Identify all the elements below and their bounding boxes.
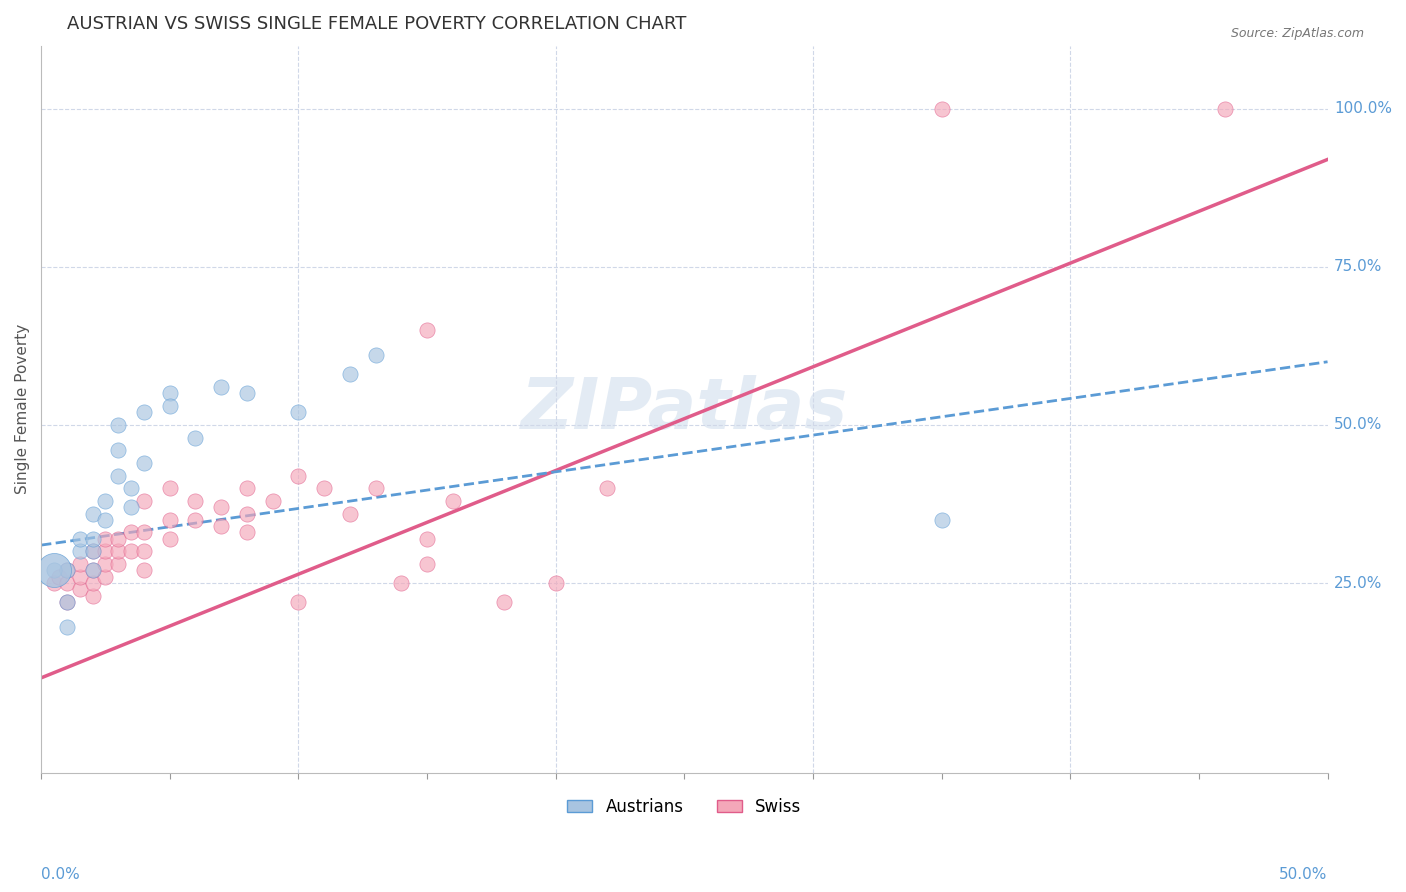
Point (82, 532, 104, 546)
Point (107, 544, 129, 558)
Point (416, 532, 439, 546)
Point (120, 500, 142, 515)
Text: AUSTRIAN VS SWISS SINGLE FEMALE POVERTY CORRELATION CHART: AUSTRIAN VS SWISS SINGLE FEMALE POVERTY … (67, 15, 686, 33)
Point (184, 513, 207, 527)
Point (94, 513, 117, 527)
Text: 25.0%: 25.0% (1334, 575, 1382, 591)
Point (364, 481, 387, 495)
Point (132, 563, 155, 577)
Point (389, 576, 412, 591)
Point (132, 494, 155, 508)
Point (107, 557, 129, 571)
Point (120, 525, 142, 540)
Point (94, 532, 117, 546)
Text: ZIPatlas: ZIPatlas (520, 375, 848, 443)
Point (494, 595, 516, 609)
Point (287, 405, 309, 419)
Text: 0.0%: 0.0% (41, 867, 80, 882)
Point (82, 507, 104, 521)
Point (69, 557, 91, 571)
Point (209, 500, 232, 515)
Point (544, 576, 567, 591)
Point (69, 582, 91, 597)
Point (94, 544, 117, 558)
Point (82, 563, 104, 577)
Point (132, 544, 155, 558)
Legend: Austrians, Swiss: Austrians, Swiss (561, 791, 808, 822)
Point (120, 544, 142, 558)
Text: 75.0%: 75.0% (1334, 260, 1382, 275)
Point (82, 544, 104, 558)
Point (132, 525, 155, 540)
Point (94, 494, 117, 508)
Point (159, 399, 181, 413)
Point (236, 507, 259, 521)
Point (184, 494, 207, 508)
Point (107, 417, 129, 432)
Point (42, 563, 65, 577)
Point (82, 544, 104, 558)
Point (94, 557, 117, 571)
Point (107, 468, 129, 483)
Point (159, 386, 181, 401)
Point (416, 557, 439, 571)
Point (56, 576, 79, 591)
Point (236, 481, 259, 495)
Point (931, 513, 953, 527)
Point (159, 532, 181, 546)
Point (287, 595, 309, 609)
Point (69, 570, 91, 584)
Point (236, 525, 259, 540)
Text: 50.0%: 50.0% (1334, 417, 1382, 433)
Point (262, 494, 284, 508)
Text: Source: ZipAtlas.com: Source: ZipAtlas.com (1230, 27, 1364, 40)
Point (69, 544, 91, 558)
Point (132, 405, 155, 419)
Point (236, 386, 259, 401)
Point (184, 431, 207, 445)
Point (82, 576, 104, 591)
Point (596, 481, 619, 495)
Point (209, 519, 232, 533)
Point (42, 576, 65, 591)
Point (56, 595, 79, 609)
Point (56, 620, 79, 634)
Point (1213, 102, 1236, 116)
Point (364, 348, 387, 362)
Point (416, 323, 439, 337)
Point (107, 443, 129, 458)
Point (287, 468, 309, 483)
Point (441, 494, 464, 508)
Point (209, 380, 232, 394)
Point (931, 102, 953, 116)
Point (69, 532, 91, 546)
Point (107, 532, 129, 546)
Point (42, 563, 65, 577)
Point (120, 481, 142, 495)
Point (56, 595, 79, 609)
Point (314, 481, 336, 495)
Point (94, 570, 117, 584)
Point (132, 456, 155, 470)
Text: 50.0%: 50.0% (1279, 867, 1327, 882)
Point (56, 563, 79, 577)
Y-axis label: Single Female Poverty: Single Female Poverty (15, 324, 30, 494)
Point (159, 481, 181, 495)
Point (339, 507, 361, 521)
Text: 100.0%: 100.0% (1334, 102, 1392, 116)
Point (48, 570, 70, 584)
Point (339, 368, 361, 382)
Point (159, 513, 181, 527)
Point (56, 563, 79, 577)
Point (82, 563, 104, 577)
Point (82, 589, 104, 603)
